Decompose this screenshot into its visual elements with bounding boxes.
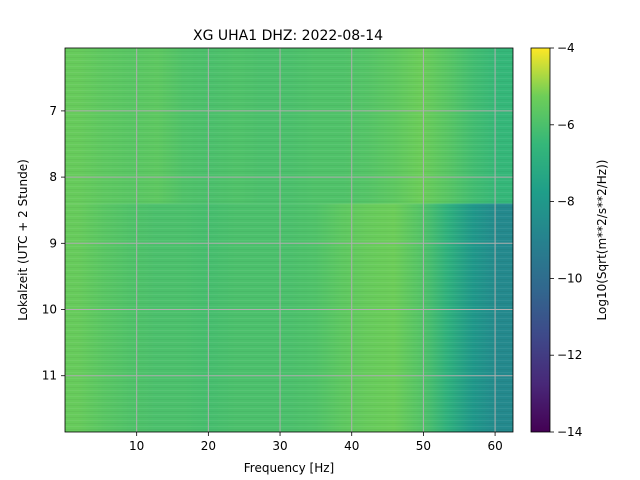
colorbar-ticks: −4 −6 −8 −10 −12 −14 bbox=[550, 41, 582, 439]
colorbar: −4 −6 −8 −10 −12 −14 Log10(Sqrt(m**2/s**2/Hz)… bbox=[530, 41, 609, 439]
colorbar-tick-label: −14 bbox=[557, 425, 582, 439]
y-tick-label: 9 bbox=[49, 236, 57, 250]
colorbar-label: Log10(Sqrt(m**2/s**2/Hz)) bbox=[595, 160, 609, 321]
plot-frame bbox=[64, 47, 514, 433]
colorbar-tick-label: −6 bbox=[557, 118, 575, 132]
spectrogram-texture bbox=[65, 48, 513, 432]
y-tick-label: 10 bbox=[42, 303, 57, 317]
plot-area: 10 20 30 40 50 60 7 8 9 10 11 bbox=[42, 47, 514, 453]
colorbar-scale bbox=[530, 47, 551, 433]
y-tick-label: 8 bbox=[49, 170, 57, 184]
x-tick-label: 40 bbox=[344, 439, 359, 453]
x-tick-label: 10 bbox=[129, 439, 144, 453]
y-axis-label: Lokalzeit (UTC + 2 Stunde) bbox=[16, 159, 30, 321]
x-axis-label: Frequency [Hz] bbox=[244, 461, 335, 475]
chart-title: XG UHA1 DHZ: 2022-08-14 bbox=[193, 28, 383, 44]
colorbar-tick-label: −4 bbox=[557, 41, 575, 55]
grid-lines bbox=[65, 48, 513, 432]
x-axis-ticks: 10 20 30 40 50 60 bbox=[129, 432, 503, 453]
y-axis-ticks: 7 8 9 10 11 bbox=[42, 104, 65, 383]
y-tick-label: 7 bbox=[49, 104, 57, 118]
x-tick-label: 60 bbox=[487, 439, 502, 453]
colorbar-tick-label: −8 bbox=[557, 195, 575, 209]
colorbar-tick-label: −12 bbox=[557, 348, 582, 362]
x-tick-label: 30 bbox=[272, 439, 287, 453]
y-tick-label: 11 bbox=[42, 369, 57, 383]
x-tick-label: 20 bbox=[201, 439, 216, 453]
colorbar-tick-label: −10 bbox=[557, 271, 582, 285]
x-tick-label: 50 bbox=[416, 439, 431, 453]
